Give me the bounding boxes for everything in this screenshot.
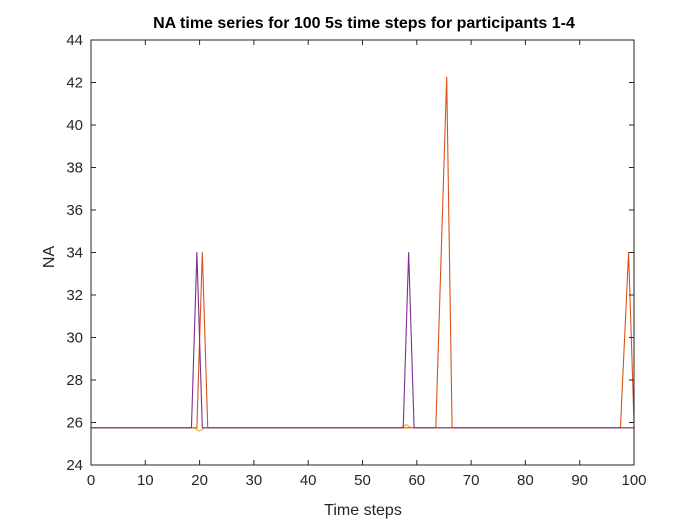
x-tick-label: 60 bbox=[408, 472, 425, 489]
y-axis-label: NA bbox=[41, 246, 58, 269]
y-tick-label: 38 bbox=[66, 160, 83, 177]
x-tick-label: 70 bbox=[463, 472, 480, 489]
axes-layer: 0 10 20 30 40 50 60 70 80 90 100 24 26 28 30 32 34 36 38 40… bbox=[66, 32, 646, 489]
plot-background bbox=[91, 40, 634, 465]
x-tick-label: 30 bbox=[246, 472, 263, 489]
plot-area bbox=[91, 40, 634, 465]
y-tick-label: 44 bbox=[66, 32, 83, 49]
y-tick-label: 32 bbox=[66, 287, 83, 304]
y-tick-label: 30 bbox=[66, 330, 83, 347]
x-tick-label: 50 bbox=[354, 472, 371, 489]
x-tick-label: 80 bbox=[517, 472, 534, 489]
x-tick-label: 20 bbox=[191, 472, 208, 489]
series-layer bbox=[91, 76, 635, 432]
series-line-3 bbox=[91, 251, 634, 429]
y-tick-label: 34 bbox=[66, 245, 83, 262]
y-tick-label: 42 bbox=[66, 75, 83, 92]
x-tick-label: 90 bbox=[571, 472, 588, 489]
y-tick-label: 24 bbox=[66, 457, 83, 474]
y-tick-label: 36 bbox=[66, 202, 83, 219]
y-tick-label: 26 bbox=[66, 415, 83, 432]
x-tick-label: 40 bbox=[300, 472, 317, 489]
chart-title: NA time series for 100 5s time steps for… bbox=[153, 15, 575, 32]
x-tick-label: 0 bbox=[87, 472, 95, 489]
x-tick-label: 10 bbox=[137, 472, 154, 489]
y-tick-label: 28 bbox=[66, 372, 83, 389]
x-axis-label: Time steps bbox=[324, 502, 402, 519]
x-tick-label: 100 bbox=[621, 472, 646, 489]
y-tick-label: 40 bbox=[66, 117, 83, 134]
